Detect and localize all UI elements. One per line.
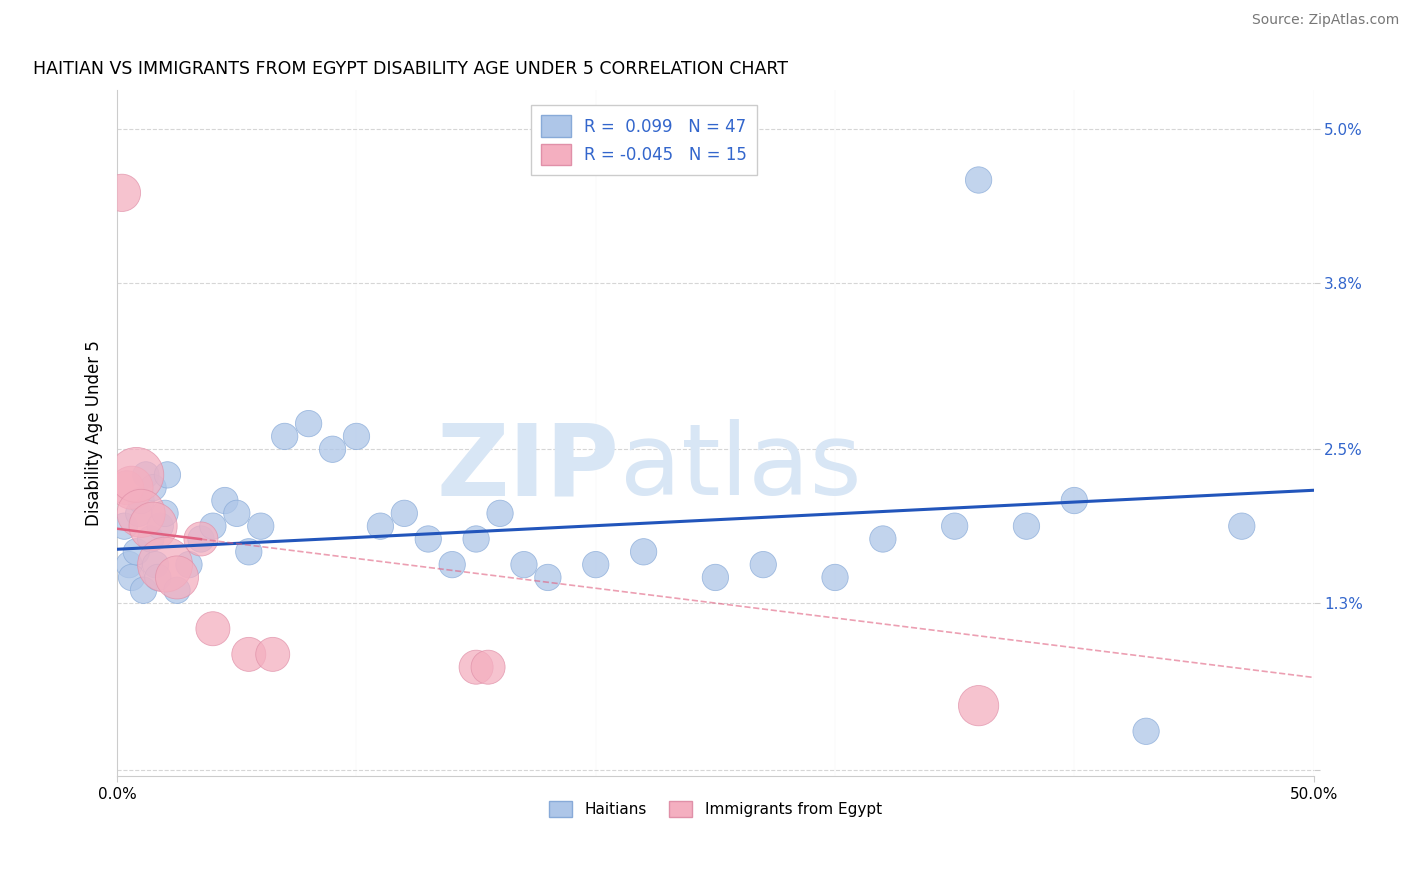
Point: [346, 429, 368, 443]
Point: [322, 442, 344, 457]
Point: [153, 558, 176, 572]
Point: [153, 507, 176, 521]
Point: [967, 698, 990, 713]
Legend: Haitians, Immigrants from Egypt: Haitians, Immigrants from Egypt: [543, 795, 887, 823]
Point: [201, 519, 224, 533]
Point: [418, 532, 440, 546]
Point: [115, 481, 138, 495]
Y-axis label: Disability Age Under 5: Disability Age Under 5: [86, 340, 103, 526]
Point: [128, 507, 150, 521]
Point: [704, 570, 727, 584]
Point: [146, 570, 169, 584]
Point: [149, 519, 172, 533]
Point: [1230, 519, 1253, 533]
Point: [139, 532, 162, 546]
Point: [125, 545, 148, 559]
Point: [145, 558, 167, 572]
Text: Source: ZipAtlas.com: Source: ZipAtlas.com: [1251, 13, 1399, 28]
Point: [118, 558, 141, 572]
Point: [111, 186, 134, 200]
Text: HAITIAN VS IMMIGRANTS FROM EGYPT DISABILITY AGE UNDER 5 CORRELATION CHART: HAITIAN VS IMMIGRANTS FROM EGYPT DISABIL…: [34, 60, 789, 78]
Point: [166, 570, 188, 584]
Point: [465, 660, 488, 674]
Point: [190, 532, 212, 546]
Point: [273, 429, 295, 443]
Text: ZIP: ZIP: [437, 419, 620, 516]
Point: [967, 173, 990, 187]
Point: [142, 519, 165, 533]
Point: [1015, 519, 1038, 533]
Point: [477, 660, 499, 674]
Point: [177, 558, 200, 572]
Point: [489, 507, 512, 521]
Point: [262, 648, 284, 662]
Point: [129, 507, 152, 521]
Point: [633, 545, 655, 559]
Point: [1063, 493, 1085, 508]
Point: [238, 545, 260, 559]
Point: [394, 507, 416, 521]
Point: [121, 570, 143, 584]
Point: [370, 519, 392, 533]
Text: atlas: atlas: [620, 419, 862, 516]
Point: [513, 558, 536, 572]
Point: [225, 507, 247, 521]
Point: [135, 467, 157, 482]
Point: [129, 493, 152, 508]
Point: [201, 622, 224, 636]
Point: [585, 558, 607, 572]
Point: [156, 467, 179, 482]
Point: [943, 519, 966, 533]
Point: [465, 532, 488, 546]
Point: [441, 558, 464, 572]
Point: [112, 519, 135, 533]
Point: [752, 558, 775, 572]
Point: [238, 648, 260, 662]
Point: [132, 583, 155, 598]
Point: [297, 417, 319, 431]
Point: [142, 481, 165, 495]
Point: [872, 532, 894, 546]
Point: [537, 570, 560, 584]
Point: [125, 467, 148, 482]
Point: [824, 570, 846, 584]
Point: [166, 583, 188, 598]
Point: [121, 481, 143, 495]
Point: [1135, 724, 1157, 739]
Point: [249, 519, 271, 533]
Point: [190, 532, 212, 546]
Point: [214, 493, 236, 508]
